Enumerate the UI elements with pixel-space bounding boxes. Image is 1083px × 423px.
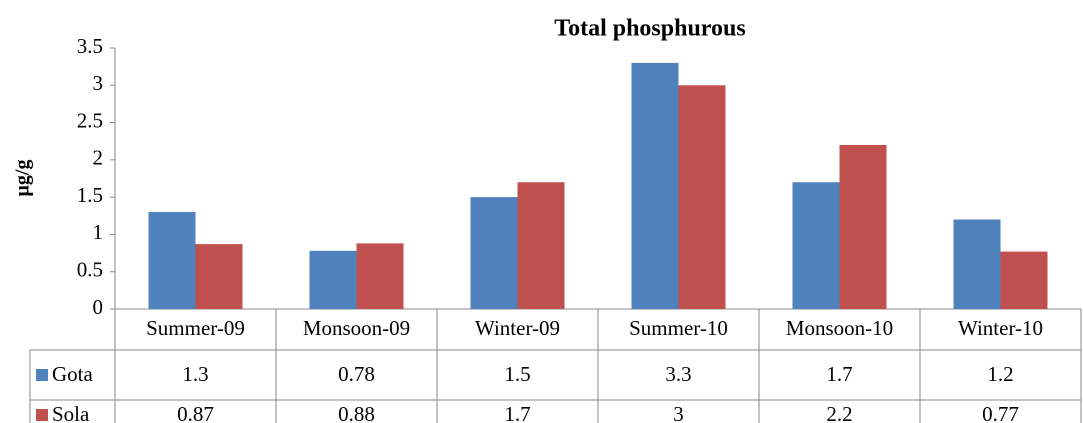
bar <box>1000 251 1048 309</box>
x-tick-label: Monsoon-10 <box>786 316 893 340</box>
table-value: 1.3 <box>182 362 208 386</box>
bar <box>678 85 726 310</box>
table-value: 3 <box>673 402 684 423</box>
legend-label: Sola <box>52 402 90 423</box>
bar <box>839 144 887 309</box>
legend-swatch <box>36 409 48 421</box>
table-value: 2.2 <box>826 402 852 423</box>
x-tick-label: Summer-09 <box>146 316 245 340</box>
y-tick-label: 2 <box>93 146 104 170</box>
x-tick-label: Winter-09 <box>475 316 560 340</box>
chart-title: Total phosphurous <box>554 16 745 42</box>
bar <box>470 197 518 309</box>
y-axis-label: μg/g <box>12 160 34 197</box>
legend-label: Gota <box>52 362 94 386</box>
bar <box>356 243 404 309</box>
bar <box>953 219 1001 309</box>
x-tick-label: Winter-10 <box>958 316 1043 340</box>
table-value: 3.3 <box>665 362 691 386</box>
bar <box>195 244 243 309</box>
bar <box>148 212 196 309</box>
y-tick-label: 3.5 <box>77 34 103 58</box>
y-tick-label: 0 <box>93 295 104 319</box>
table-value: 0.87 <box>177 402 214 423</box>
table-value: 0.78 <box>338 362 375 386</box>
y-tick-label: 2.5 <box>77 108 103 132</box>
x-tick-label: Monsoon-09 <box>303 316 410 340</box>
legend-swatch <box>36 369 48 381</box>
bar <box>631 62 679 309</box>
table-value: 1.2 <box>987 362 1013 386</box>
y-tick-label: 3 <box>93 71 104 95</box>
bar <box>517 182 565 309</box>
y-tick-label: 1 <box>93 220 104 244</box>
bar <box>309 250 357 309</box>
table-value: 1.7 <box>826 362 852 386</box>
table-value: 0.88 <box>338 402 375 423</box>
x-tick-label: Summer-10 <box>629 316 728 340</box>
y-tick-label: 0.5 <box>77 258 103 282</box>
table-value: 1.7 <box>504 402 530 423</box>
bar <box>792 182 840 309</box>
table-value: 1.5 <box>504 362 530 386</box>
table-value: 0.77 <box>982 402 1019 423</box>
y-tick-label: 1.5 <box>77 183 103 207</box>
